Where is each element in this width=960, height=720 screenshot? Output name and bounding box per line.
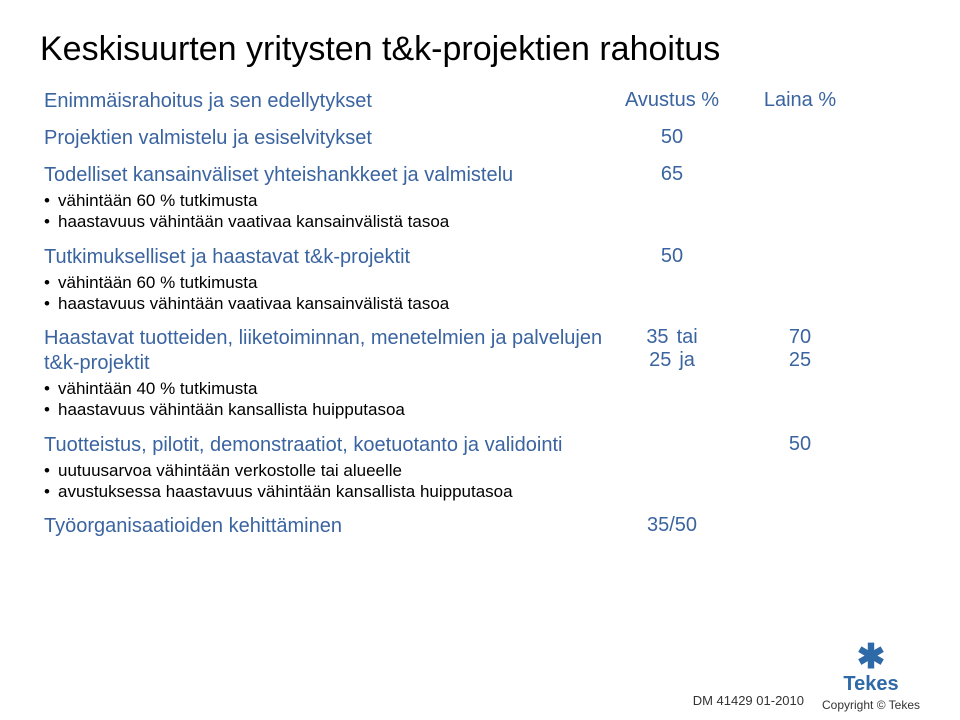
header-lead: Enimmäisrahoitus ja sen edellytykset [40,83,608,120]
laina-value [736,239,864,251]
table-row: Projektien valmistelu ja esiselvitykset … [40,120,900,157]
avustus-value: 35 tai 25 ja [608,320,736,378]
pair-a1: 35 [646,326,668,349]
laina-value [736,157,864,169]
row-head: Työorganisaatioiden kehittäminen [44,514,604,539]
row-head: Tuotteistus, pilotit, demonstraatiot, ko… [44,433,604,458]
avustus-value: 50 [608,239,736,274]
bullet-item: vähintään 60 % tutkimusta [44,272,604,293]
laina-value [736,508,864,520]
avustus-value: 65 [608,157,736,192]
laina-value: 70 25 [736,320,864,378]
table-row: Tuotteistus, pilotit, demonstraatiot, ko… [40,427,900,509]
header-laina: Laina % [736,83,864,118]
table-row: Haastavat tuotteiden, liiketoiminnan, me… [40,320,900,427]
brand-name: Tekes [843,673,898,696]
table-row: Työorganisaatioiden kehittäminen 35/50 [40,508,900,545]
tekes-logo: ✱ Tekes Copyright © Tekes [822,647,920,712]
row-head: Projektien valmistelu ja esiselvitykset [44,126,604,151]
slide-footer: DM 41429 01-2010 ✱ Tekes Copyright © Tek… [0,647,960,708]
avustus-value: 35/50 [608,508,736,543]
laina-value [736,120,864,132]
table-header-row: Enimmäisrahoitus ja sen edellytykset Avu… [40,83,900,120]
asterisk-icon: ✱ [857,647,886,667]
table-row: Tutkimukselliset ja haastavat t&k-projek… [40,239,900,321]
header-avustus: Avustus % [608,83,736,118]
bullet-item: uutuusarvoa vähintään verkostolle tai al… [44,460,604,481]
pair-b1: 70 [789,326,811,349]
row-bullets: uutuusarvoa vähintään verkostolle tai al… [44,460,604,503]
page-title: Keskisuurten yritysten t&k-projektien ra… [40,30,920,69]
table-row: Todelliset kansainväliset yhteishankkeet… [40,157,900,239]
bullet-item: haastavuus vähintään kansallista huipput… [44,399,604,420]
avustus-value: 50 [608,120,736,155]
row-head: Tutkimukselliset ja haastavat t&k-projek… [44,245,604,270]
laina-value: 50 [736,427,864,462]
bullet-item: avustuksessa haastavuus vähintään kansal… [44,481,604,502]
avustus-value [608,427,736,439]
copyright: Copyright © Tekes [822,698,920,712]
row-head: Haastavat tuotteiden, liiketoiminnan, me… [44,326,604,376]
bullet-item: vähintään 40 % tutkimusta [44,378,604,399]
pair-mid2: ja [679,349,695,372]
funding-table: Enimmäisrahoitus ja sen edellytykset Avu… [40,83,900,545]
row-bullets: vähintään 60 % tutkimusta haastavuus väh… [44,272,604,315]
pair-mid1: tai [677,326,698,349]
row-bullets: vähintään 60 % tutkimusta haastavuus väh… [44,190,604,233]
pair-b2: 25 [789,349,811,372]
bullet-item: haastavuus vähintään vaativaa kansainväl… [44,293,604,314]
row-head: Todelliset kansainväliset yhteishankkeet… [44,163,604,188]
bullet-item: haastavuus vähintään vaativaa kansainväl… [44,211,604,232]
doc-id: DM 41429 01-2010 [693,693,804,708]
pair-a2: 25 [649,349,671,372]
bullet-item: vähintään 60 % tutkimusta [44,190,604,211]
row-bullets: vähintään 40 % tutkimusta haastavuus väh… [44,378,604,421]
